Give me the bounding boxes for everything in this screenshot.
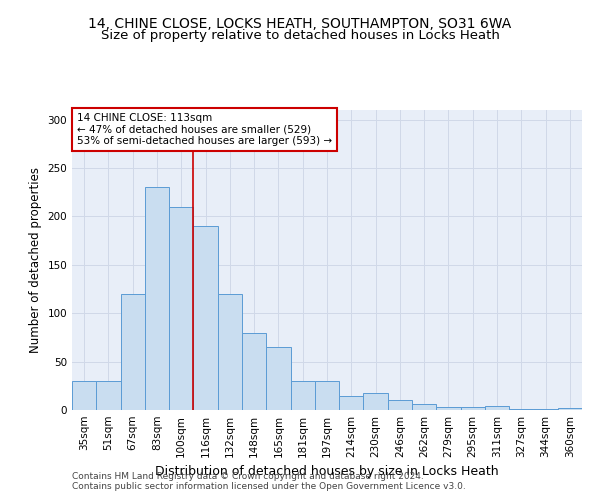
Bar (364, 392, 388, 410)
Bar (461, 407, 485, 410)
Bar (533, 409, 558, 410)
Text: 14, CHINE CLOSE, LOCKS HEATH, SOUTHAMPTON, SO31 6WA: 14, CHINE CLOSE, LOCKS HEATH, SOUTHAMPTO… (88, 18, 512, 32)
Bar (266, 347, 290, 410)
Bar (193, 226, 218, 410)
Bar (218, 294, 242, 410)
Bar (290, 381, 315, 410)
Bar (509, 409, 533, 410)
Text: Contains HM Land Registry data © Crown copyright and database right 2024.: Contains HM Land Registry data © Crown c… (72, 472, 424, 481)
Bar (485, 406, 509, 410)
Bar (145, 188, 169, 410)
Bar (315, 381, 339, 410)
Bar (242, 332, 266, 410)
Bar (412, 404, 436, 410)
Bar (169, 207, 193, 410)
Bar (436, 407, 461, 410)
Bar (558, 408, 582, 410)
Text: Contains public sector information licensed under the Open Government Licence v3: Contains public sector information licen… (72, 482, 466, 491)
Text: 14 CHINE CLOSE: 113sqm
← 47% of detached houses are smaller (529)
53% of semi-de: 14 CHINE CLOSE: 113sqm ← 47% of detached… (77, 113, 332, 146)
Bar (121, 294, 145, 410)
Y-axis label: Number of detached properties: Number of detached properties (29, 167, 42, 353)
Bar (72, 381, 96, 410)
Bar (388, 400, 412, 410)
X-axis label: Distribution of detached houses by size in Locks Heath: Distribution of detached houses by size … (155, 466, 499, 478)
Bar (339, 396, 364, 410)
Bar (96, 381, 121, 410)
Text: Size of property relative to detached houses in Locks Heath: Size of property relative to detached ho… (101, 29, 499, 42)
